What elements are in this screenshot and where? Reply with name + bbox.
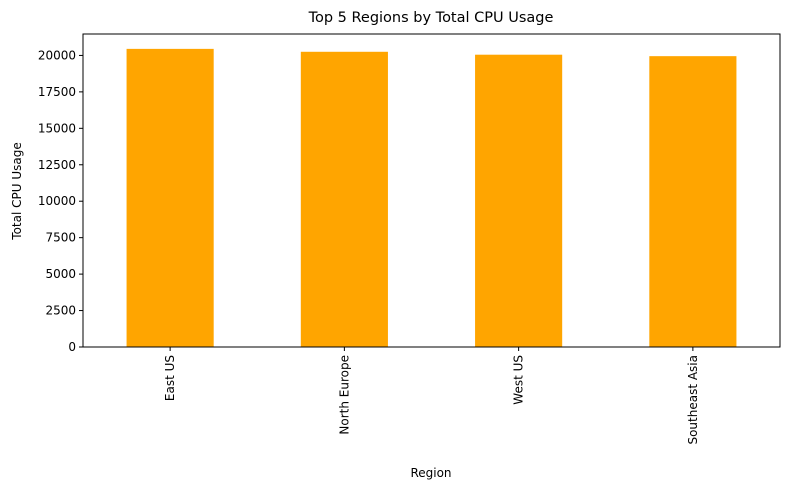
y-tick-label: 20000	[38, 48, 76, 62]
y-tick-label: 5000	[45, 267, 76, 281]
x-tick-label: Southeast Asia	[686, 355, 700, 445]
bar-west-us	[475, 54, 563, 347]
y-tick-label: 2500	[45, 304, 76, 318]
y-tick-label: 10000	[38, 194, 76, 208]
x-axis-title: Region	[410, 466, 451, 480]
bars-layer	[126, 48, 737, 348]
bar-east-us	[126, 48, 214, 347]
x-tick-label: West US	[512, 355, 526, 405]
x-tick-label: East US	[163, 355, 177, 401]
y-tick-label: 0	[68, 340, 76, 354]
y-axis-title: Total CPU Usage	[10, 142, 24, 240]
bar-southeast-asia	[649, 56, 737, 347]
y-tick-label: 15000	[38, 121, 76, 135]
y-axis-ticks: 0 2500 5000 7500 10000 12500 15000 17500 20000	[38, 48, 83, 354]
y-tick-label: 12500	[38, 158, 76, 172]
bar-north-europe	[300, 51, 388, 348]
x-axis-ticks: East US North Europe West US Southeast Asia	[163, 347, 700, 445]
x-tick-label: North Europe	[337, 355, 351, 435]
plot-frame	[82, 33, 781, 348]
y-tick-label: 17500	[38, 85, 76, 99]
chart-title: Top 5 Regions by Total CPU Usage	[308, 10, 554, 26]
y-tick-label: 7500	[45, 231, 76, 245]
